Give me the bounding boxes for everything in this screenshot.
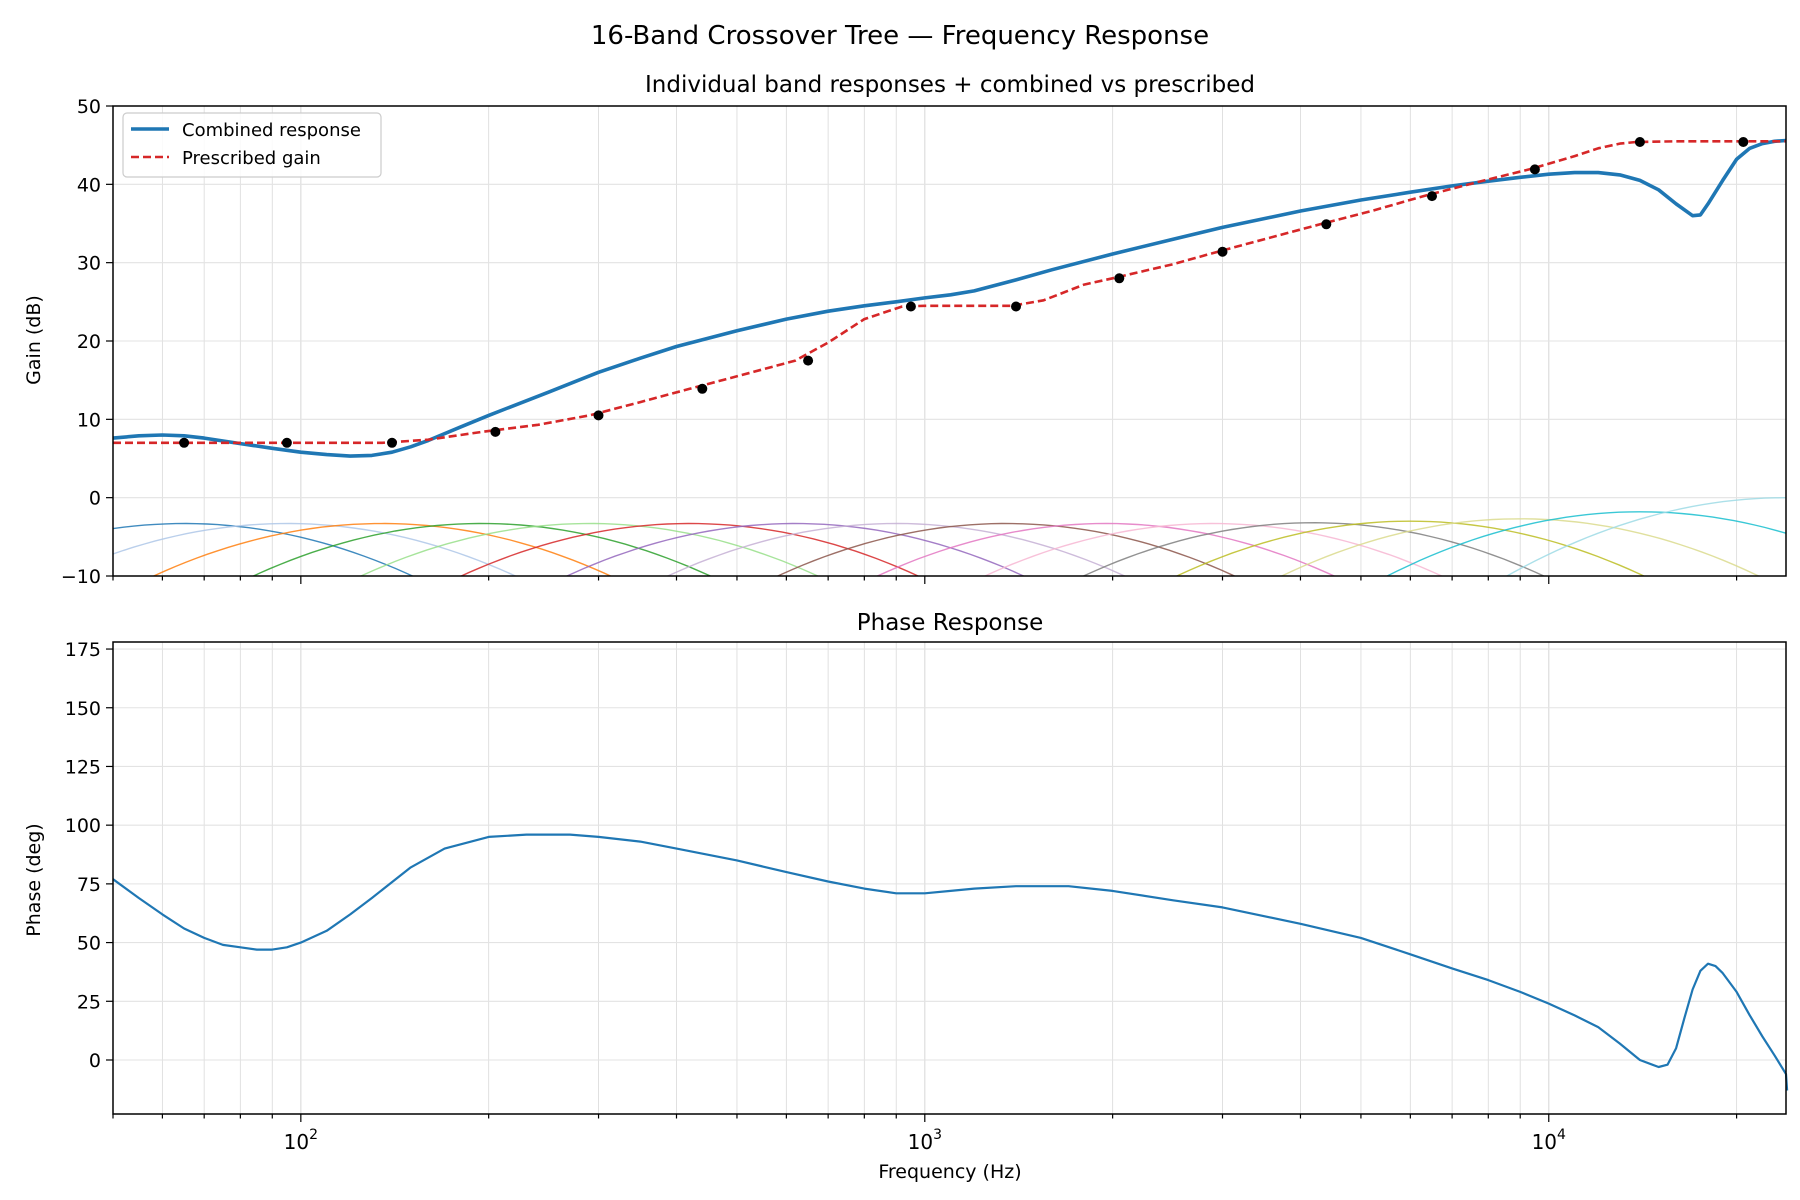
band-response-line-5 (359, 522, 820, 576)
phase-axes-frame (112, 641, 1787, 1115)
y-tick-label: 0 (89, 1050, 101, 1072)
y-tick-label: 10 (77, 409, 101, 431)
y-tick-label: 175 (65, 639, 101, 661)
y-tick-label: 20 (77, 331, 101, 353)
prescribed-point (905, 301, 916, 312)
figure-title: 16-Band Crossover Tree — Frequency Respo… (591, 21, 1209, 51)
gain-series (112, 138, 1787, 458)
y-tick-label: 50 (77, 96, 101, 118)
prescribed-point (697, 383, 708, 394)
prescribed-point (179, 437, 190, 448)
phase-response-line (112, 833, 1789, 1091)
y-tick-label: 0 (89, 488, 101, 510)
prescribed-point (803, 355, 814, 366)
prescribed-gain-line (113, 140, 1786, 445)
legend: Combined response Prescribed gain (122, 112, 382, 178)
y-tick-label: 100 (65, 815, 101, 837)
gain-y-axis-label: Gain (dB) (23, 295, 45, 385)
prescribed-point (1427, 191, 1437, 202)
prescribed-point (1217, 246, 1228, 257)
y-tick-label: −10 (61, 566, 101, 588)
band-response-line-14 (1280, 518, 1761, 576)
gain-panel: Individual band responses + combined vs … (23, 72, 1787, 588)
band-response-line-12 (1081, 521, 1546, 576)
prescribed-point (1634, 137, 1645, 147)
y-tick-label: 25 (77, 991, 101, 1013)
gain-panel-title: Individual band responses + combined vs … (645, 72, 1255, 98)
legend-label-prescribed: Prescribed gain (182, 148, 321, 169)
phase-y-axis-label: Phase (deg) (23, 823, 45, 936)
band-response-line-10 (875, 522, 1336, 576)
y-tick-label: 125 (65, 756, 101, 778)
band-response-line-3 (152, 522, 613, 576)
band-response-line-15 (1385, 511, 1786, 576)
prescribed-point (387, 437, 397, 448)
phase-grid (112, 642, 1786, 1114)
band-response-line-13 (1175, 520, 1646, 576)
prescribed-point (593, 410, 604, 421)
legend-label-combined: Combined response (182, 120, 361, 141)
y-tick-label: 50 (77, 933, 101, 955)
band-response-line-9 (776, 522, 1237, 576)
prescribed-point (1529, 164, 1540, 175)
combined-response-line (112, 138, 1787, 458)
y-tick-label: 30 (77, 253, 101, 275)
phase-panel: Phase Response Phase (deg) Frequency (Hz… (23, 610, 1789, 1183)
prescribed-point (1321, 219, 1332, 230)
prescribed-point (1738, 137, 1749, 147)
x-axis-label: Frequency (Hz) (878, 1161, 1021, 1183)
phase-series (112, 833, 1789, 1091)
prescribed-point (281, 437, 292, 448)
y-tick-label: 40 (77, 174, 101, 196)
phase-panel-title: Phase Response (857, 610, 1043, 636)
prescribed-points (179, 137, 1749, 448)
prescribed-point (490, 426, 501, 437)
prescribed-point (1011, 301, 1021, 312)
band-response-line-2 (113, 522, 518, 576)
band-response-line-4 (251, 522, 712, 576)
gain-ticks: −10 0 10 20 30 40 50 (61, 96, 1738, 588)
band-response-line-1 (113, 522, 415, 576)
legend-box (122, 112, 382, 178)
y-tick-label: 150 (65, 698, 101, 720)
prescribed-point (1114, 273, 1125, 284)
y-tick-label: 75 (77, 874, 101, 896)
